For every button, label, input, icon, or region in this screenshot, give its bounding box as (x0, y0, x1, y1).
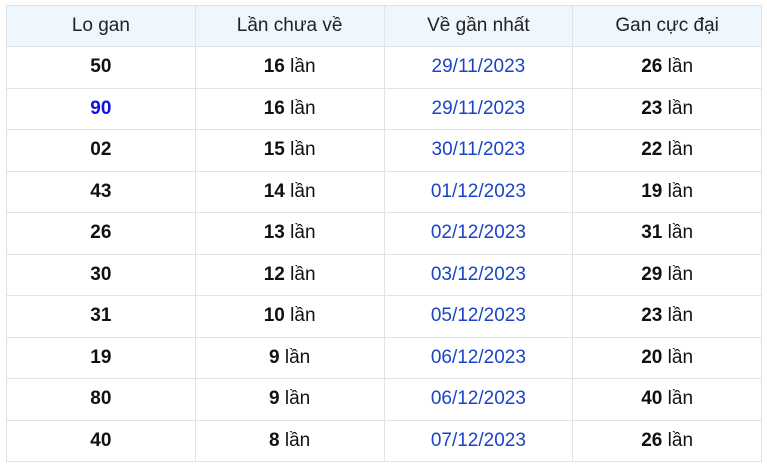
last-date: 30/11/2023 (383, 129, 574, 172)
last-date: 29/11/2023 (383, 87, 574, 130)
missed-value: 12 (263, 263, 285, 285)
lo-number: 30 (6, 253, 196, 296)
unit: lần (290, 97, 316, 119)
max-count: 20 lần (572, 336, 762, 379)
max-value: 40 (641, 388, 663, 410)
missed-count: 8 lần (194, 419, 385, 462)
table-row: 30 12 lần 03/12/2023 29 lần (6, 253, 762, 296)
missed-count: 16 lần (194, 46, 385, 89)
missed-value: 15 (263, 139, 285, 161)
max-value: 23 (641, 305, 663, 327)
unit: lần (290, 263, 316, 285)
max-value: 29 (641, 263, 663, 285)
unit: lần (667, 97, 694, 119)
missed-value: 9 (269, 346, 280, 368)
lo-number: 80 (6, 378, 196, 421)
unit: lần (667, 346, 694, 368)
missed-count: 14 lần (194, 170, 385, 213)
lo-number: 43 (6, 170, 196, 213)
max-value: 19 (641, 180, 663, 202)
table-row: 40 8 lần 07/12/2023 26 lần (6, 419, 762, 462)
lo-number: 90 (6, 87, 196, 130)
missed-value: 8 (269, 429, 280, 451)
table-row: 02 15 lần 30/11/2023 22 lần (6, 129, 762, 172)
max-value: 23 (641, 97, 663, 119)
missed-count: 10 lần (194, 295, 385, 338)
last-date: 29/11/2023 (383, 46, 574, 89)
unit: lần (667, 222, 694, 244)
lo-gan-table: Lo gan Lần chưa về Về gần nhất Gan cực đ… (6, 5, 762, 462)
unit: lần (290, 180, 316, 202)
max-count: 40 lần (572, 378, 762, 421)
last-date: 05/12/2023 (383, 295, 574, 338)
unit: lần (290, 56, 316, 78)
max-value: 26 (641, 56, 663, 78)
max-count: 26 lần (572, 419, 762, 462)
unit: lần (667, 429, 694, 451)
lo-number: 19 (6, 336, 196, 379)
table-row: 19 9 lần 06/12/2023 20 lần (6, 336, 762, 379)
max-value: 22 (641, 139, 663, 161)
last-date: 03/12/2023 (383, 253, 574, 296)
lo-number: 31 (6, 295, 196, 338)
missed-value: 10 (263, 305, 285, 327)
max-count: 31 lần (572, 212, 762, 255)
unit: lần (290, 139, 316, 161)
missed-count: 9 lần (194, 336, 385, 379)
table-row: 50 16 lần 29/11/2023 26 lần (6, 46, 762, 89)
table-row: 90 16 lần 29/11/2023 23 lần (6, 87, 762, 130)
lo-number: 40 (6, 419, 196, 462)
header-last: Về gần nhất (383, 5, 574, 47)
table-row: 26 13 lần 02/12/2023 31 lần (6, 212, 762, 255)
unit: lần (667, 56, 694, 78)
missed-count: 9 lần (194, 378, 385, 421)
lo-number: 50 (6, 46, 196, 89)
max-count: 26 lần (572, 46, 762, 89)
max-count: 23 lần (572, 295, 762, 338)
max-count: 29 lần (572, 253, 762, 296)
table-row: 80 9 lần 06/12/2023 40 lần (6, 378, 762, 421)
max-count: 23 lần (572, 87, 762, 130)
header-max: Gan cực đại (572, 5, 762, 47)
unit: lần (667, 388, 694, 410)
unit: lần (667, 305, 694, 327)
missed-value: 13 (263, 222, 285, 244)
last-date: 06/12/2023 (383, 378, 574, 421)
missed-count: 13 lần (194, 212, 385, 255)
last-date: 01/12/2023 (383, 170, 574, 213)
missed-value: 9 (269, 388, 280, 410)
last-date: 06/12/2023 (383, 336, 574, 379)
header-missed: Lần chưa về (194, 5, 385, 47)
header-row: Lo gan Lần chưa về Về gần nhất Gan cực đ… (6, 5, 762, 47)
unit: lần (290, 222, 316, 244)
max-value: 20 (641, 346, 663, 368)
unit: lần (667, 263, 694, 285)
missed-count: 12 lần (194, 253, 385, 296)
unit: lần (284, 429, 311, 451)
unit: lần (284, 346, 311, 368)
missed-value: 14 (263, 180, 285, 202)
last-date: 07/12/2023 (383, 419, 574, 462)
max-value: 31 (641, 222, 663, 244)
last-date: 02/12/2023 (383, 212, 574, 255)
max-count: 22 lần (572, 129, 762, 172)
missed-count: 15 lần (194, 129, 385, 172)
table-row: 43 14 lần 01/12/2023 19 lần (6, 170, 762, 213)
unit: lần (667, 180, 694, 202)
lo-number: 02 (6, 129, 196, 172)
unit: lần (284, 388, 311, 410)
table-row: 31 10 lần 05/12/2023 23 lần (6, 295, 762, 338)
header-lo-gan: Lo gan (6, 5, 196, 47)
max-value: 26 (641, 429, 663, 451)
unit: lần (667, 139, 694, 161)
unit: lần (290, 305, 316, 327)
lo-number: 26 (6, 212, 196, 255)
missed-value: 16 (263, 56, 285, 78)
max-count: 19 lần (572, 170, 762, 213)
missed-value: 16 (263, 97, 285, 119)
missed-count: 16 lần (194, 87, 385, 130)
